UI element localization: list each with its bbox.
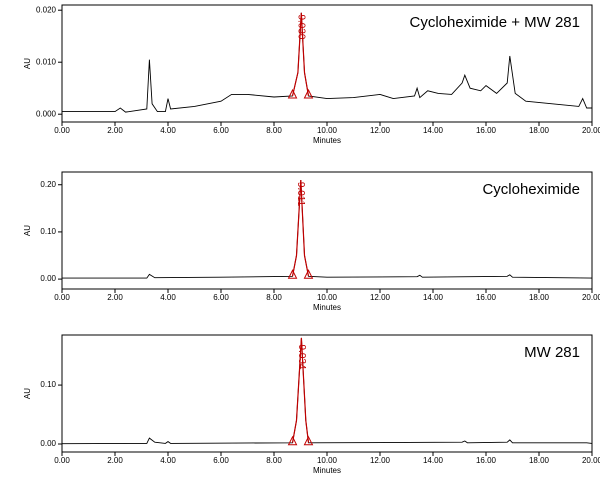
trace <box>291 179 310 277</box>
panel-title: MW 281 <box>524 344 580 361</box>
trace <box>62 12 592 113</box>
x-tick-label: 2.00 <box>107 456 123 465</box>
peak-label: 9.011 <box>295 182 306 207</box>
x-tick-label: 10.00 <box>317 456 338 465</box>
y-axis-label: AU <box>23 388 32 399</box>
integration-marker <box>303 88 314 99</box>
y-tick-label: 0.010 <box>36 57 57 66</box>
x-tick-label: 18.00 <box>529 293 550 302</box>
x-tick-label: 4.00 <box>160 293 176 302</box>
y-tick-label: 0.10 <box>40 380 56 389</box>
y-tick-label: 0.020 <box>36 5 57 14</box>
x-tick-label: 6.00 <box>213 126 229 135</box>
trace <box>61 337 593 445</box>
y-axis-label: AU <box>23 225 32 236</box>
x-tick-label: 10.00 <box>317 126 338 135</box>
integration-marker <box>287 435 298 446</box>
x-tick-label: 2.00 <box>107 126 123 135</box>
x-tick-label: 16.00 <box>476 456 497 465</box>
x-tick-label: 14.00 <box>423 456 444 465</box>
x-tick-label: 12.00 <box>370 293 391 302</box>
peak-label: 9.034 <box>296 344 307 369</box>
x-tick-label: 4.00 <box>160 456 176 465</box>
x-tick-label: 18.00 <box>529 126 550 135</box>
x-tick-label: 20.00 <box>582 126 600 135</box>
x-tick-label: 12.00 <box>370 126 391 135</box>
x-axis-label: Minutes <box>313 303 341 312</box>
integration-marker <box>287 269 298 279</box>
x-tick-label: 8.00 <box>266 126 282 135</box>
integration-marker <box>303 269 314 279</box>
x-tick-label: 20.00 <box>582 293 600 302</box>
x-tick-label: 0.00 <box>54 456 70 465</box>
peak-label: 9.030 <box>296 14 307 39</box>
x-tick-label: 4.00 <box>160 126 176 135</box>
x-tick-label: 2.00 <box>107 293 123 302</box>
y-tick-label: 0.000 <box>36 109 57 118</box>
x-axis-label: Minutes <box>313 136 341 145</box>
y-tick-label: 0.00 <box>40 439 56 448</box>
x-tick-label: 16.00 <box>476 293 497 302</box>
y-tick-label: 0.00 <box>40 274 56 283</box>
x-tick-label: 18.00 <box>529 456 550 465</box>
trace <box>291 337 310 443</box>
x-tick-label: 6.00 <box>213 293 229 302</box>
panel-title: Cycloheximide + MW 281 <box>410 14 580 31</box>
x-tick-label: 12.00 <box>370 456 391 465</box>
x-tick-label: 0.00 <box>54 293 70 302</box>
integration-marker <box>287 88 298 99</box>
x-tick-label: 10.00 <box>317 293 338 302</box>
plot-frame <box>61 334 593 453</box>
x-tick-label: 20.00 <box>582 456 600 465</box>
integration-marker <box>303 435 314 446</box>
x-tick-label: 14.00 <box>423 126 444 135</box>
y-tick-label: 0.10 <box>40 227 56 236</box>
trace <box>291 12 310 97</box>
y-tick-label: 0.20 <box>40 180 56 189</box>
x-axis-label: Minutes <box>313 466 341 475</box>
x-tick-label: 0.00 <box>54 126 70 135</box>
x-tick-label: 16.00 <box>476 126 497 135</box>
x-tick-label: 6.00 <box>213 456 229 465</box>
x-tick-label: 14.00 <box>423 293 444 302</box>
y-axis-label: AU <box>23 58 32 69</box>
x-tick-label: 8.00 <box>266 456 282 465</box>
panel-title: Cycloheximide <box>482 181 580 198</box>
x-tick-label: 8.00 <box>266 293 282 302</box>
